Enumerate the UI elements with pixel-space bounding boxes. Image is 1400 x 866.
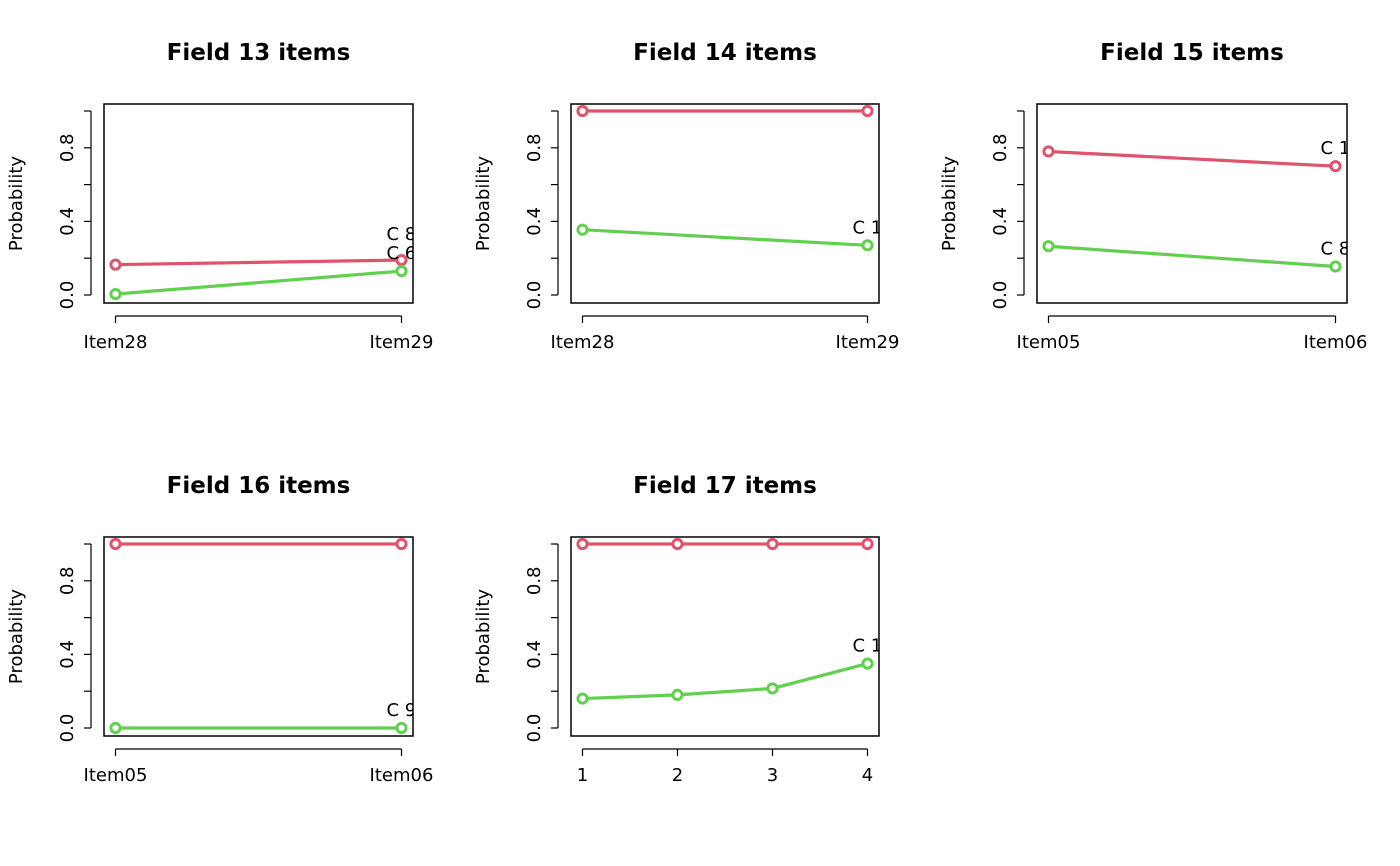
y-tick-label: 0.0: [524, 281, 545, 310]
series-2-point: [109, 287, 122, 301]
y-axis-label: Probability: [473, 156, 494, 251]
x-tick-label: Item05: [84, 765, 148, 786]
series-2-point: [766, 682, 779, 695]
y-tick-label: 0.8: [57, 133, 78, 162]
x-tick-label: 4: [862, 765, 873, 786]
y-tick-label: 0.0: [524, 714, 545, 743]
panel-title: Field 17 items: [633, 473, 817, 499]
y-tick-label: 0.4: [57, 207, 78, 236]
end-label: C 9: [387, 700, 417, 721]
series-2-line: [582, 662, 868, 701]
plot-frame: [570, 103, 880, 304]
plot-frame: [103, 536, 414, 737]
panel-field-15: Field 15 items 0.0 0.4 0.8 Probability Item05…: [939, 40, 1367, 353]
y-axis-label: Probability: [473, 589, 494, 684]
series-1-point: [109, 537, 122, 551]
y-tick-label: 0.8: [990, 133, 1011, 162]
series-2-line: [115, 269, 402, 296]
y-tick-label: 0.8: [524, 566, 545, 595]
panel-title: Field 14 items: [633, 40, 817, 66]
y-tick-label: 0.8: [524, 133, 545, 162]
series-1-point: [1329, 160, 1342, 173]
series-2-point: [576, 223, 589, 236]
series-2-line: [1048, 244, 1336, 269]
y-axis-label: Probability: [939, 156, 960, 251]
end-label: C 6: [387, 243, 417, 264]
x-tick-label: Item29: [370, 332, 434, 353]
end-label: C 8: [387, 224, 417, 245]
y-tick-label: 0.0: [57, 714, 78, 743]
series-1-point: [576, 537, 589, 551]
series-1-point: [861, 537, 874, 551]
x-tick-label: Item06: [370, 765, 434, 786]
series-1-line: [115, 258, 402, 267]
panel-field-16: Field 16 items 0.0 0.4 0.8 Probability Item05…: [6, 473, 433, 786]
plot-frame: [103, 103, 414, 304]
series-2-point: [671, 688, 684, 701]
end-label: C 1: [853, 217, 883, 238]
panel-field-13: Field 13 items 0.0 0.4 0.8 Probability Item28…: [6, 40, 433, 353]
x-tick-label: Item29: [836, 332, 900, 353]
panel-title: Field 16 items: [167, 473, 351, 499]
y-axis-label: Probability: [6, 589, 27, 684]
series-2-line: [582, 228, 868, 247]
series-2-point: [861, 239, 874, 252]
series-2-point: [861, 657, 874, 670]
series-1-point: [766, 537, 779, 551]
x-tick-label: 3: [767, 765, 778, 786]
panel-field-17: Field 17 items 0.0 0.4 0.8 Probability 1 2 3 4 C …: [473, 473, 883, 786]
series-1-point: [671, 537, 684, 551]
series-1-point: [576, 104, 589, 118]
x-tick-label: Item05: [1017, 332, 1081, 353]
series-2-point: [1042, 240, 1055, 253]
panel-title: Field 15 items: [1100, 40, 1284, 66]
y-axis-label: Probability: [6, 156, 27, 251]
end-label: C 1: [1321, 138, 1351, 159]
series-2-point: [395, 264, 408, 278]
y-tick-label: 0.4: [57, 640, 78, 669]
end-label: C 8: [1321, 238, 1351, 259]
y-tick-label: 0.0: [990, 281, 1011, 310]
series-1-point: [1042, 145, 1055, 158]
series-1-point: [395, 253, 408, 267]
series-2-point: [1329, 260, 1342, 273]
series-2-point: [395, 721, 408, 735]
series-1-line: [1048, 149, 1336, 168]
series-2-point: [109, 721, 122, 735]
plot-frame: [1036, 103, 1348, 304]
x-tick-label: Item06: [1304, 332, 1368, 353]
x-tick-label: 1: [577, 765, 588, 786]
y-tick-label: 0.0: [57, 281, 78, 310]
end-label: C 1: [853, 636, 883, 657]
y-tick-label: 0.8: [57, 566, 78, 595]
series-2-point: [576, 692, 589, 705]
y-tick-label: 0.4: [990, 207, 1011, 236]
panel-title: Field 13 items: [167, 40, 351, 66]
plot-frame: [570, 536, 880, 737]
series-1-point: [395, 537, 408, 551]
x-tick-label: 2: [672, 765, 683, 786]
x-tick-label: Item28: [84, 332, 148, 353]
x-tick-label: Item28: [551, 332, 615, 353]
y-tick-label: 0.4: [524, 207, 545, 236]
series-1-point: [109, 258, 122, 271]
panel-field-14: Field 14 items 0.0 0.4 0.8 Probability Item28…: [473, 40, 899, 353]
y-tick-label: 0.4: [524, 640, 545, 669]
series-1-point: [861, 104, 874, 118]
